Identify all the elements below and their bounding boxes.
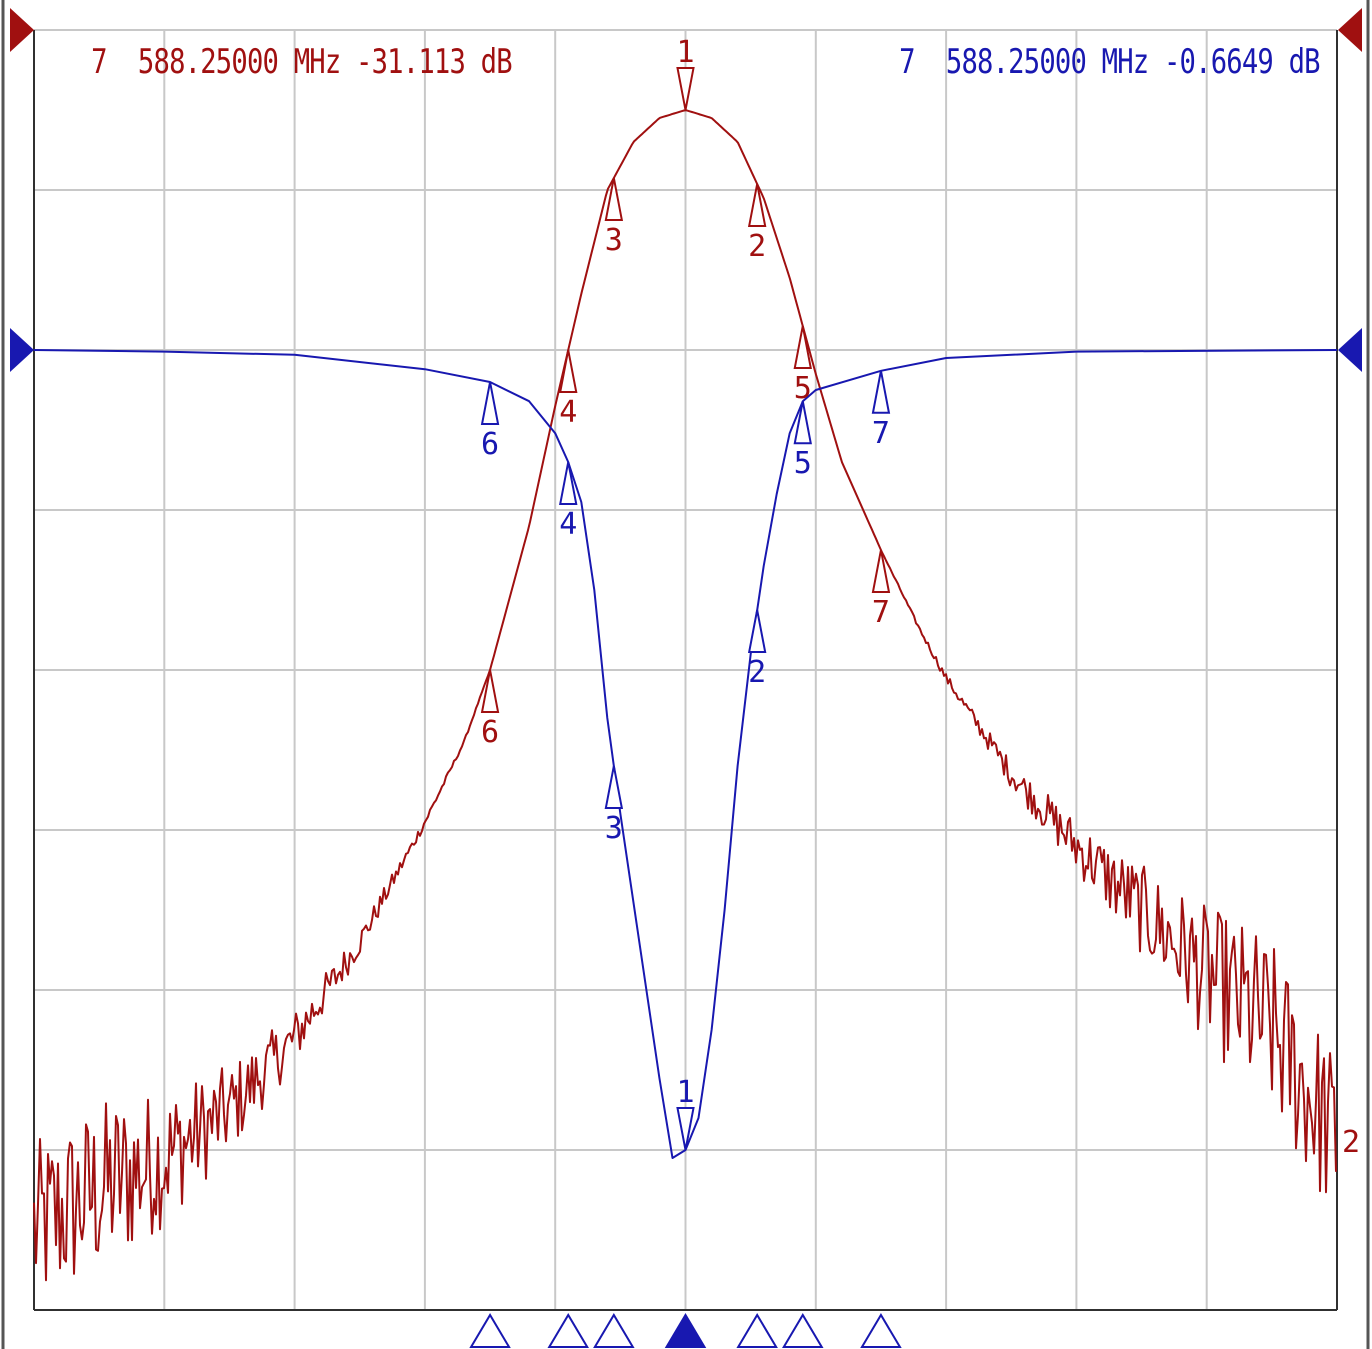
trace2-marker-4-triangle bbox=[559, 461, 578, 505]
trace1-reference-marker-left bbox=[10, 8, 34, 52]
marker-indicator bbox=[860, 1313, 902, 1348]
trace1-marker-1-triangle bbox=[676, 67, 695, 111]
trace1-marker-2: 2 bbox=[747, 183, 767, 264]
trace1-marker-4: 4 bbox=[559, 349, 578, 430]
trace2-marker-2-triangle bbox=[747, 609, 767, 653]
trace2-marker-5-triangle bbox=[793, 401, 812, 445]
trace2-marker-3-triangle bbox=[604, 765, 624, 809]
trace2-marker-7-triangle bbox=[871, 370, 891, 414]
trace1-marker-6: 6 bbox=[480, 669, 500, 750]
readout-left-marker: 7 bbox=[91, 42, 107, 82]
trace1-marker-1: 1 bbox=[676, 35, 695, 111]
readout-right-freq: 588.25000 bbox=[946, 42, 1087, 82]
trace1-marker-7-label: 7 bbox=[872, 595, 890, 630]
trace1-end-label: 2 bbox=[1342, 1125, 1360, 1160]
trace2-marker-4-label: 4 bbox=[559, 507, 577, 542]
trace2-reference-marker-left bbox=[10, 328, 34, 372]
trace2-marker-1: 1 bbox=[676, 1075, 695, 1151]
trace1-marker-readout: 7 588.25000 MHz -31.113 dB bbox=[60, 2, 512, 82]
trace1-marker-7: 7 bbox=[871, 549, 891, 630]
marker-indicator bbox=[593, 1313, 635, 1348]
readout-left-freq: 588.25000 bbox=[137, 42, 279, 82]
readout-right-marker: 7 bbox=[899, 42, 915, 82]
trace2-marker-3-label: 3 bbox=[605, 811, 623, 846]
readout-left-value: -31.113 bbox=[356, 42, 466, 82]
readout-right-freq-unit: MHz bbox=[1101, 42, 1150, 82]
trace2-marker-5-label: 5 bbox=[794, 446, 812, 481]
trace2-marker-readout: 7 588.25000 MHz -0.6649 dB bbox=[868, 2, 1320, 82]
trace2-marker-1-label: 1 bbox=[676, 1075, 694, 1110]
trace1-marker-3: 3 bbox=[604, 177, 624, 258]
active-marker-indicator bbox=[664, 1313, 707, 1348]
trace2-marker-5: 5 bbox=[793, 401, 812, 481]
trace1-marker-3-label: 3 bbox=[605, 223, 623, 258]
trace2-marker-1-triangle bbox=[676, 1107, 695, 1151]
trace2-marker-6: 6 bbox=[480, 381, 500, 462]
marker-indicator bbox=[782, 1313, 824, 1348]
trace1-marker-2-triangle bbox=[747, 183, 767, 227]
readout-right-value: -0.6649 bbox=[1164, 42, 1274, 82]
trace1-reference-marker-right bbox=[1338, 8, 1362, 52]
trace1-marker-6-triangle bbox=[480, 669, 500, 713]
trace2-marker-6-label: 6 bbox=[481, 427, 499, 462]
trace1-marker-5: 5 bbox=[793, 325, 812, 406]
marker-indicator bbox=[547, 1313, 589, 1348]
trace1-line bbox=[33, 109, 1337, 1282]
trace1-marker-7-triangle bbox=[871, 549, 891, 593]
trace2-marker-7-label: 7 bbox=[872, 416, 890, 451]
trace1-marker-4-label: 4 bbox=[559, 395, 577, 430]
trace1-marker-5-triangle bbox=[793, 325, 812, 369]
trace2-marker-2-label: 2 bbox=[748, 655, 766, 690]
trace1-marker-5-label: 5 bbox=[794, 371, 812, 406]
trace2-marker-6-triangle bbox=[480, 381, 500, 425]
trace1-marker-1-label: 1 bbox=[676, 35, 694, 70]
trace2-reference-marker-right bbox=[1338, 328, 1362, 372]
trace2-marker-7: 7 bbox=[871, 370, 891, 451]
trace1-marker-2-label: 2 bbox=[748, 229, 766, 264]
readout-right-value-unit: dB bbox=[1288, 42, 1321, 82]
trace2-marker-2: 2 bbox=[747, 609, 767, 690]
marker-indicator bbox=[469, 1313, 511, 1348]
trace1-marker-6-label: 6 bbox=[481, 715, 499, 750]
readout-left-freq-unit: MHz bbox=[293, 42, 342, 82]
trace2-marker-4: 4 bbox=[559, 461, 578, 542]
readout-left-value-unit: dB bbox=[480, 42, 513, 82]
trace1-marker-3-triangle bbox=[604, 177, 624, 221]
marker-indicator bbox=[736, 1313, 778, 1348]
trace1-marker-4-triangle bbox=[559, 349, 578, 393]
trace2-marker-3: 3 bbox=[604, 765, 624, 846]
